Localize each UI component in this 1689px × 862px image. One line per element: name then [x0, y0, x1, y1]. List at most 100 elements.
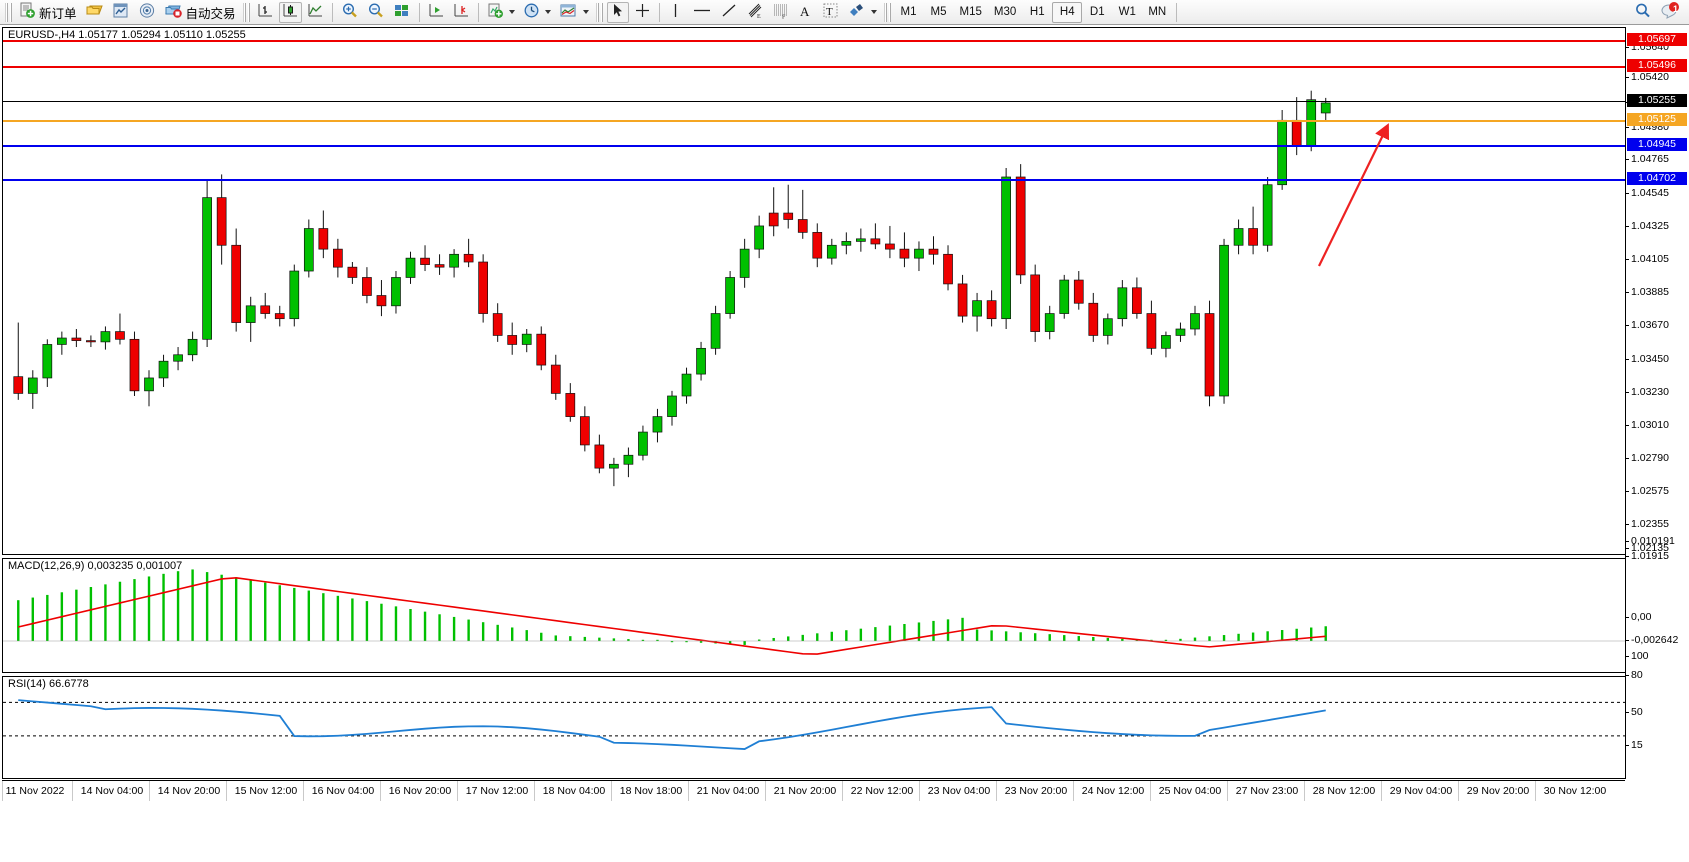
price-label-marker[interactable]: 1.05697 [1627, 33, 1687, 46]
timeframe-group: M1 M5 M15 M30 H1 H4 D1 W1 MN [894, 1, 1173, 23]
horizontal-line-tool[interactable] [689, 2, 715, 23]
auto-scroll-button[interactable] [425, 2, 448, 23]
resistance-line-1[interactable] [3, 40, 1686, 42]
macd-histogram-bar [845, 630, 848, 641]
templates-icon [559, 2, 578, 22]
time-tick: 15 Nov 12:00 [234, 785, 298, 797]
line-chart-button[interactable] [304, 2, 327, 23]
price-label-marker[interactable]: 1.04702 [1627, 172, 1687, 185]
price-pane[interactable]: EURUSD-,H4 1.05177 1.05294 1.05110 1.052… [2, 27, 1687, 555]
timeframe-h1[interactable]: H1 [1029, 6, 1045, 18]
support-line-1[interactable] [3, 145, 1686, 147]
time-axis[interactable]: 11 Nov 2022 14 Nov 04:00 14 Nov 20:00 15 No… [2, 780, 1625, 804]
timeframe-m5[interactable]: M5 [930, 6, 947, 18]
cursor-tool[interactable] [606, 1, 629, 23]
candle [841, 241, 852, 246]
time-tick: 25 Nov 04:00 [1158, 785, 1222, 797]
macd-histogram-bar [467, 619, 470, 641]
price-label-marker[interactable]: 1.05255 [1627, 94, 1687, 107]
notifications-button[interactable]: 1 [1657, 1, 1683, 23]
zoom-in-icon [341, 2, 359, 22]
zoom-out-button[interactable] [364, 2, 388, 23]
chevron-down-icon[interactable] [508, 10, 515, 14]
macd-histogram-bar [525, 630, 528, 641]
bar-chart-button[interactable] [254, 2, 277, 23]
candle [1102, 318, 1113, 336]
rsi-pane[interactable]: RSI(14) 66.6778 [2, 676, 1687, 779]
price-tick: 1.03010 [1626, 419, 1669, 431]
time-tick: 21 Nov 20:00 [773, 785, 837, 797]
candle [899, 248, 910, 259]
macd-histogram-bar [699, 641, 703, 643]
periods-button[interactable] [520, 2, 554, 23]
fibonacci-tool[interactable]: F [769, 2, 793, 23]
data-window-button[interactable] [109, 2, 133, 23]
vertical-line-tool[interactable] [665, 2, 687, 23]
resistance-line-2[interactable] [3, 66, 1686, 68]
cursor-icon [610, 2, 625, 22]
toolbar-grip-2[interactable] [242, 2, 250, 22]
trendline-tool[interactable] [717, 2, 741, 23]
chevron-down-icon-4[interactable] [870, 10, 877, 14]
equidistant-channel-tool[interactable]: E [743, 2, 767, 23]
time-separator [996, 781, 997, 801]
macd-histogram-bar [946, 619, 950, 641]
candle [885, 243, 895, 250]
toolbar-grip-3[interactable] [595, 2, 603, 22]
macd-histogram-bar [176, 571, 180, 641]
new-order-button[interactable]: 新订单 [16, 2, 80, 23]
price-label-marker[interactable]: 1.05496 [1627, 59, 1687, 72]
macd-histogram-bar [859, 628, 863, 641]
chevron-down-icon-2[interactable] [544, 10, 551, 14]
macd-histogram-bar [627, 639, 630, 641]
templates-button[interactable] [556, 2, 592, 23]
expert-advisors-button[interactable] [82, 2, 107, 23]
macd-histogram-bar [670, 641, 674, 643]
candle [1291, 119, 1302, 147]
chart-shift-button[interactable] [450, 2, 473, 23]
indicators-button[interactable] [484, 2, 518, 23]
navigator-button[interactable] [135, 2, 159, 23]
timeframe-mn[interactable]: MN [1148, 6, 1167, 18]
text-label-tool[interactable]: T [819, 2, 842, 23]
candle [914, 248, 924, 259]
time-separator [1073, 781, 1074, 801]
candle [812, 232, 823, 259]
candlestick-chart-button[interactable] [278, 1, 302, 23]
price-tick: 1.01915 [1626, 550, 1669, 562]
toolbar-grip[interactable] [5, 2, 12, 22]
zoom-in-button[interactable] [338, 2, 362, 23]
macd-histogram-bar [743, 641, 746, 645]
candlestick-series [13, 90, 1331, 487]
tile-windows-button[interactable] [390, 2, 414, 23]
auto-trading-button[interactable]: 自动交易 [161, 2, 239, 23]
shapes-tool[interactable] [844, 2, 880, 23]
candle [1044, 313, 1055, 332]
chart-area[interactable]: EURUSD-,H4 1.05177 1.05294 1.05110 1.052… [0, 25, 1689, 862]
price-label-marker[interactable]: 1.05125 [1627, 113, 1687, 126]
search-button[interactable] [1631, 2, 1655, 23]
macd-histogram-bar [234, 577, 238, 641]
support-line-2[interactable] [3, 179, 1686, 181]
price-scale[interactable]: 1.056401.054201.052001.049801.047651.045… [1625, 27, 1687, 779]
candle [1233, 228, 1244, 246]
text-tool[interactable]: A [795, 2, 817, 23]
macd-pane[interactable]: MACD(12,26,9) 0,003235 0,001007 [2, 558, 1687, 673]
chevron-down-icon-3[interactable] [582, 10, 589, 14]
timeframe-m15[interactable]: M15 [959, 6, 982, 18]
timeframe-d1[interactable]: D1 [1089, 6, 1105, 18]
timeframe-h4[interactable]: H4 [1052, 1, 1083, 23]
current-price-line[interactable] [3, 101, 1686, 102]
timeframe-w1[interactable]: W1 [1118, 6, 1136, 18]
pivot-line[interactable] [3, 120, 1686, 122]
macd-histogram-bar [685, 641, 688, 643]
price-label-marker[interactable]: 1.04945 [1627, 138, 1687, 151]
toolbar-grip-4[interactable] [883, 2, 891, 22]
time-separator [149, 781, 150, 801]
candle [391, 277, 401, 307]
timeframe-m1[interactable]: M1 [900, 6, 917, 18]
time-tick: 14 Nov 20:00 [157, 785, 221, 797]
crosshair-tool[interactable] [631, 2, 654, 23]
time-tick: 23 Nov 04:00 [927, 785, 991, 797]
timeframe-m30[interactable]: M30 [993, 6, 1017, 18]
